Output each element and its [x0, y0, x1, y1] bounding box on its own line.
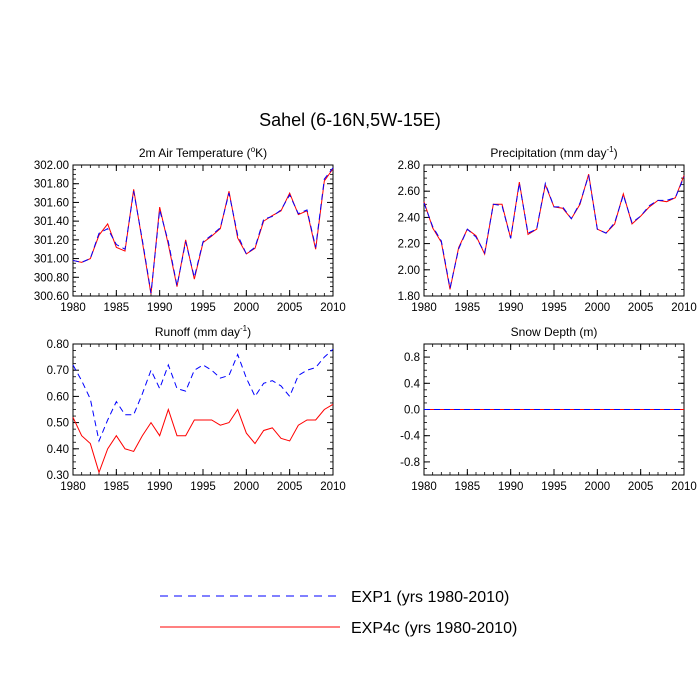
x-tick-label: 1985 [104, 302, 130, 314]
x-tick-label: 1980 [411, 302, 437, 314]
panel-title-snow-depth: Snow Depth (m) [511, 325, 598, 339]
y-tick-label: 2.20 [398, 239, 420, 251]
plot-frame-runoff [72, 343, 334, 476]
legend: EXP1 (yrs 1980-2010) EXP4c (yrs 1980-2010… [160, 589, 517, 637]
x-tick-label: 1980 [60, 302, 86, 314]
panel-snow-depth: Snow Depth (m) 1980 1985 1990 1995 2000 2005 20… [400, 325, 697, 493]
series-line-exp1-temperature [72, 167, 334, 294]
y-tick-label: 301.40 [34, 216, 69, 228]
y-tick-label: -0.4 [400, 431, 420, 443]
y-tick-label: 0.0 [404, 405, 420, 417]
series-line-exp4c-temperature [72, 168, 334, 295]
y-tick-label: 0.50 [47, 418, 69, 430]
panel-title-temperature: 2m Air Temperature (oK) [139, 145, 267, 160]
y-tick-label: 301.00 [34, 254, 69, 266]
panel-title-text: Runoff (mm day [155, 325, 240, 339]
x-tick-label: 1985 [455, 302, 481, 314]
y-tick-label: 0.60 [47, 391, 69, 403]
y-tick-label: 2.40 [398, 212, 420, 224]
x-tick-label: 2005 [628, 481, 654, 493]
x-tick-label: 1990 [147, 302, 173, 314]
panel-title-runoff: Runoff (mm day-1) [155, 324, 251, 339]
y-tick-label: 0.70 [47, 365, 69, 377]
x-tick-label: 1995 [190, 481, 216, 493]
panel-title-superscript: o [251, 145, 256, 154]
x-tick-label: 1985 [104, 481, 130, 493]
plot-frame-precipitation [423, 164, 685, 297]
y-tick-label: 2.00 [398, 265, 420, 277]
y-tick-label: 0.80 [47, 339, 69, 351]
y-tick-label: 2.60 [398, 186, 420, 198]
x-tick-label: 1980 [60, 481, 86, 493]
y-tick-label: 0.30 [47, 470, 69, 482]
x-tick-label: 1990 [498, 481, 524, 493]
x-tick-label: 2010 [671, 481, 697, 493]
y-tick-label: 302.00 [34, 160, 69, 172]
x-tick-label: 2010 [320, 481, 346, 493]
panels: 2m Air Temperature (oK) 1980 1985 1990 1995 2… [34, 145, 697, 493]
x-tick-label: 2005 [628, 302, 654, 314]
y-tick-label: 0.4 [404, 378, 421, 390]
y-tick-label: 300.80 [34, 272, 69, 284]
x-tick-label: 1990 [498, 302, 524, 314]
x-tick-label: 2005 [277, 302, 303, 314]
panel-title-precipitation: Precipitation (mm day-1) [490, 145, 617, 160]
panel-title-end: ) [247, 325, 251, 339]
panel-title-text: Precipitation (mm day [490, 146, 606, 160]
legend-label-exp1: EXP1 (yrs 1980-2010) [351, 589, 509, 606]
x-tick-label: 2000 [585, 481, 611, 493]
x-tick-label: 1995 [541, 302, 567, 314]
x-tick-label: 1990 [147, 481, 173, 493]
y-tick-label: 301.60 [34, 197, 69, 209]
panel-temperature: 2m Air Temperature (oK) 1980 1985 1990 1995 2… [34, 145, 346, 314]
series-line-exp1-runoff [72, 348, 334, 443]
y-tick-label: 301.20 [34, 235, 69, 247]
plot-frame-temperature [72, 164, 334, 297]
y-tick-label: 2.80 [398, 160, 420, 172]
panel-title-superscript: -1 [606, 145, 614, 154]
panel-title-end: ) [614, 146, 618, 160]
legend-label-exp4c: EXP4c (yrs 1980-2010) [351, 620, 517, 637]
y-tick-label: 0.8 [404, 352, 420, 364]
panel-runoff: Runoff (mm day-1) 1980 1985 1990 1995 2000 200… [47, 324, 346, 493]
panel-title-end: K) [255, 146, 267, 160]
x-tick-label: 2000 [234, 481, 260, 493]
x-tick-label: 2005 [277, 481, 303, 493]
main-title: Sahel (6-16N,5W-15E) [259, 110, 441, 130]
x-tick-label: 2010 [320, 302, 346, 314]
y-tick-label: 301.80 [34, 179, 69, 191]
series-line-exp1-precipitation [423, 175, 685, 289]
x-tick-label: 2010 [671, 302, 697, 314]
series-line-exp4c-runoff [72, 403, 334, 474]
panel-title-text: 2m Air Temperature ( [139, 146, 251, 160]
y-tick-label: -0.8 [400, 457, 420, 469]
y-tick-label: 1.80 [398, 291, 420, 303]
panel-title-superscript: -1 [240, 324, 248, 333]
series-line-exp4c-precipitation [423, 174, 685, 290]
panel-precipitation: Precipitation (mm day-1) 1980 1985 1990 1995… [398, 145, 697, 314]
x-tick-label: 1980 [411, 481, 437, 493]
panel-title-text: Snow Depth (m) [511, 325, 598, 339]
y-tick-label: 0.40 [47, 444, 69, 456]
x-tick-label: 1995 [541, 481, 567, 493]
x-tick-label: 1995 [190, 302, 216, 314]
y-tick-label: 300.60 [34, 291, 69, 303]
x-tick-label: 1985 [455, 481, 481, 493]
x-tick-label: 2000 [234, 302, 260, 314]
x-tick-label: 2000 [585, 302, 611, 314]
